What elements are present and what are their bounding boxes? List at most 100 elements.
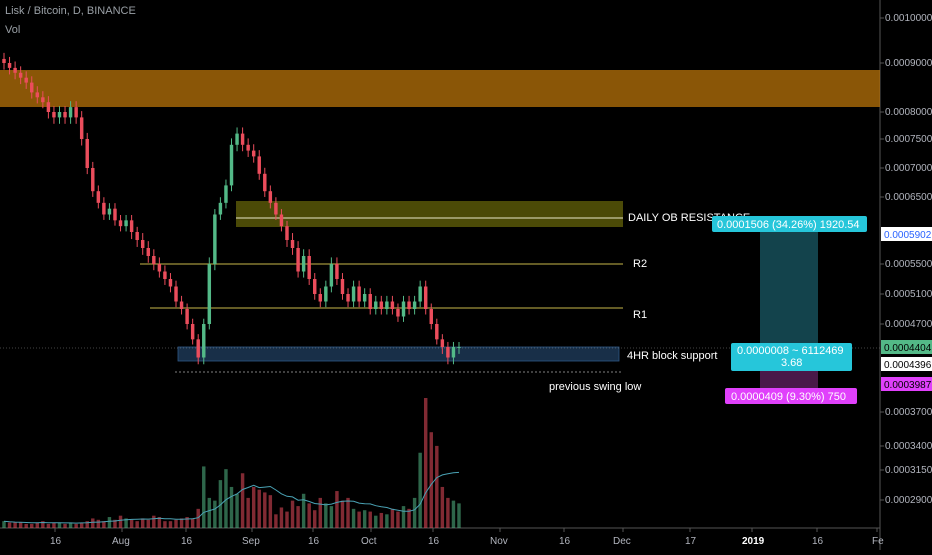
candle-body <box>229 144 234 186</box>
candle-body <box>457 347 461 348</box>
candle-body <box>35 92 40 98</box>
candle-body <box>79 117 84 139</box>
candle-body <box>218 202 223 215</box>
price-tick-label: 0.0003150 <box>885 465 932 476</box>
measure-top-bg <box>712 216 867 232</box>
candle-body <box>351 286 356 302</box>
measure-top-label: 0.0001506 (34.26%) 1920.54 <box>717 219 860 231</box>
volume-bar <box>118 515 123 528</box>
candle-body <box>240 133 245 145</box>
candle-body <box>279 214 284 227</box>
measure-up-zone <box>760 230 818 360</box>
volume-bar <box>313 510 317 528</box>
candle-body <box>124 220 128 227</box>
volume-bar <box>335 491 339 528</box>
volume-bar <box>263 492 267 528</box>
candle-body <box>435 324 439 340</box>
volume-bar <box>185 517 189 528</box>
volume-bar <box>257 489 261 528</box>
time-tick-label: Oct <box>361 536 377 547</box>
price-tick-label: 0.0005500 <box>885 259 932 270</box>
candle-body <box>102 202 106 215</box>
candle-body <box>2 58 6 63</box>
volume-bar <box>451 500 456 528</box>
volume-bar <box>274 514 278 528</box>
time-tick-label: Sep <box>242 536 260 547</box>
candle-body <box>374 301 378 309</box>
volume-bar <box>357 511 361 528</box>
time-tick-label: Fe <box>872 536 884 547</box>
time-tick-label: 16 <box>181 536 193 547</box>
symbol-title: Lisk / Bitcoin, D, BINANCE <box>5 5 136 17</box>
candle-body <box>196 339 200 358</box>
candle-body <box>268 191 273 203</box>
volume-bar <box>7 522 12 528</box>
volume-bar <box>96 519 101 528</box>
candle-body <box>18 72 23 78</box>
r1-label: R1 <box>633 309 647 321</box>
volume-bar <box>68 522 73 528</box>
candle-body <box>24 77 28 83</box>
candle-body <box>157 264 162 272</box>
volume-bar <box>390 508 395 528</box>
candle-body <box>251 150 256 157</box>
price-tick-label: 0.0005100 <box>885 289 932 300</box>
candle-body <box>401 301 406 317</box>
support-label: 4HR block support <box>627 350 718 362</box>
volume-bar <box>63 523 67 528</box>
candle-body <box>340 279 345 294</box>
price-tag-measure-top-bg <box>881 227 932 241</box>
candle-body <box>418 286 422 302</box>
volume-bar <box>429 432 433 528</box>
candle-body <box>152 256 156 264</box>
volume-bar <box>407 508 411 528</box>
candle-body <box>179 301 184 309</box>
resistance-zone <box>236 201 623 227</box>
volume-bar <box>346 497 350 528</box>
volume-ma-line <box>3 471 460 524</box>
candle-body <box>68 107 73 118</box>
volume-bar <box>168 521 173 528</box>
volume-bar <box>124 518 128 528</box>
candle-body <box>85 139 89 168</box>
price-tag-measure-top: 0.0005902 <box>884 230 932 241</box>
volume-bar <box>329 506 334 528</box>
price-tick-label: 0.0003400 <box>885 441 932 452</box>
volume-bar <box>290 500 295 528</box>
volume-bar <box>385 514 389 528</box>
volume-bar <box>140 518 145 528</box>
volume-bar <box>340 500 345 528</box>
volume-bar <box>362 510 367 528</box>
volume-bar <box>52 522 56 528</box>
candle-body <box>274 202 278 215</box>
measure-mid-bg <box>731 343 852 371</box>
price-tag-current-bg <box>881 340 932 354</box>
candle-body <box>324 286 328 302</box>
candle-body <box>313 279 317 294</box>
measure-mid-label-1: 0.0000008 ~ 6112469 <box>737 345 844 357</box>
volume-bar <box>251 486 256 528</box>
volume-bar <box>412 497 417 528</box>
measure-bottom-label: 0.0000409 (9.30%) 750 <box>731 391 846 403</box>
volume-bar <box>30 523 34 528</box>
volume-bar <box>46 523 51 528</box>
candle-body <box>113 208 117 221</box>
candle-body <box>246 144 250 151</box>
volume-bar <box>146 519 150 528</box>
price-tag-line: 0.0004396 <box>884 360 932 371</box>
candle-body <box>257 156 261 174</box>
time-tick-label: 16 <box>308 536 320 547</box>
volume-bar <box>102 521 106 528</box>
price-tick-label: 0.0008000 <box>885 107 932 118</box>
candle-body <box>63 112 67 118</box>
r2-label: R2 <box>633 258 647 270</box>
price-tick-label: 0.0007000 <box>885 163 932 174</box>
candle-body <box>362 294 367 302</box>
price-tag-measure-bottom: 0.0003987 <box>884 380 932 391</box>
candle-body <box>385 301 389 309</box>
volume-bar <box>318 497 323 528</box>
candle-body <box>140 240 145 248</box>
candle-body <box>412 301 417 309</box>
